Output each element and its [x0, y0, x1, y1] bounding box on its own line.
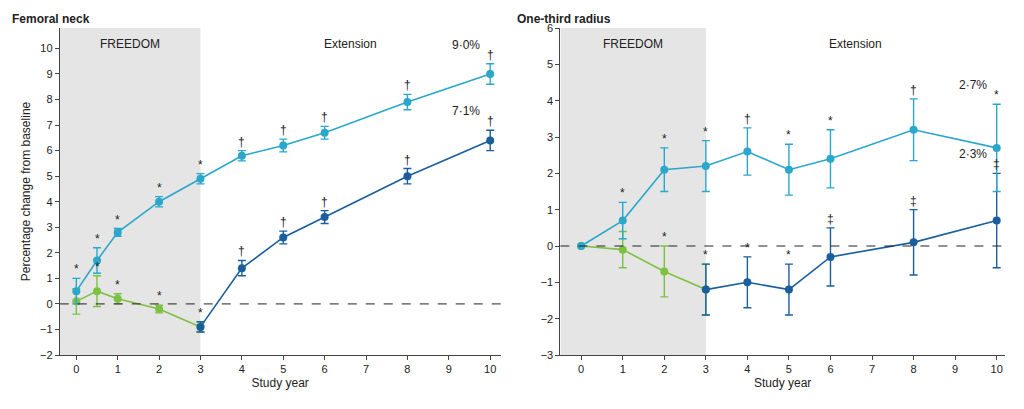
svg-text:*: *: [703, 248, 708, 262]
svg-text:*: *: [95, 260, 100, 274]
svg-text:*: *: [157, 181, 162, 195]
svg-text:2: 2: [46, 247, 52, 259]
svg-text:9: 9: [46, 68, 52, 80]
svg-text:3: 3: [46, 221, 52, 233]
svg-text:*: *: [198, 306, 203, 320]
svg-text:*: *: [786, 128, 791, 142]
svg-text:2·7%: 2·7%: [959, 78, 987, 92]
svg-text:*: *: [157, 289, 162, 303]
svg-text:2: 2: [156, 363, 162, 375]
svg-text:7: 7: [363, 363, 369, 375]
svg-text:†: †: [910, 83, 917, 97]
svg-text:*: *: [703, 125, 708, 139]
svg-text:7: 7: [869, 363, 875, 375]
svg-text:0: 0: [73, 363, 79, 375]
svg-text:−2: −2: [541, 313, 554, 325]
svg-text:†: †: [487, 114, 494, 128]
svg-text:†: †: [404, 78, 411, 92]
svg-text:10: 10: [40, 42, 52, 54]
svg-text:9·0%: 9·0%: [452, 38, 480, 52]
svg-text:†: †: [744, 112, 751, 126]
svg-text:*: *: [620, 186, 625, 200]
svg-text:0: 0: [547, 240, 553, 252]
svg-text:Study year: Study year: [251, 376, 308, 390]
svg-text:7·1%: 7·1%: [452, 104, 480, 118]
svg-text:3: 3: [197, 363, 203, 375]
svg-text:FREEDOM: FREEDOM: [603, 37, 663, 51]
svg-text:1: 1: [620, 363, 626, 375]
svg-text:0: 0: [578, 363, 584, 375]
svg-text:6: 6: [322, 363, 328, 375]
svg-text:†: †: [404, 153, 411, 167]
svg-text:6: 6: [46, 144, 52, 156]
svg-text:2: 2: [547, 167, 553, 179]
svg-text:†: †: [321, 195, 328, 209]
svg-text:−3: −3: [541, 349, 554, 361]
svg-text:0: 0: [46, 298, 52, 310]
svg-text:Extension: Extension: [324, 37, 377, 51]
svg-text:5: 5: [280, 363, 286, 375]
svg-text:6: 6: [547, 22, 553, 34]
svg-text:*: *: [745, 241, 750, 255]
svg-text:*: *: [198, 158, 203, 172]
svg-text:†: †: [280, 123, 287, 137]
svg-text:9: 9: [952, 363, 958, 375]
svg-text:8: 8: [911, 363, 917, 375]
svg-text:*: *: [95, 232, 100, 246]
svg-text:10: 10: [484, 363, 496, 375]
svg-text:6: 6: [827, 363, 833, 375]
svg-text:†: †: [238, 244, 245, 258]
svg-text:2: 2: [661, 363, 667, 375]
svg-text:−1: −1: [541, 276, 554, 288]
svg-text:4: 4: [239, 363, 245, 375]
svg-text:4: 4: [46, 196, 52, 208]
svg-text:†: †: [280, 215, 287, 229]
svg-text:3: 3: [703, 363, 709, 375]
svg-text:*: *: [828, 114, 833, 128]
svg-text:†: †: [321, 110, 328, 124]
svg-text:5: 5: [46, 170, 52, 182]
svg-text:8: 8: [46, 93, 52, 105]
svg-text:2·3%: 2·3%: [959, 147, 987, 161]
svg-text:Percentage change from baselin: Percentage change from baseline: [19, 101, 33, 281]
svg-text:9: 9: [446, 363, 452, 375]
svg-text:1: 1: [46, 272, 52, 284]
svg-text:10: 10: [991, 363, 1003, 375]
svg-text:*: *: [115, 213, 120, 227]
svg-text:†: †: [487, 48, 494, 62]
svg-text:*: *: [115, 278, 120, 292]
svg-text:−2: −2: [40, 349, 53, 361]
svg-text:*: *: [74, 262, 79, 276]
svg-text:‡: ‡: [827, 212, 834, 226]
svg-text:One-third radius: One-third radius: [517, 12, 611, 26]
svg-text:*: *: [662, 230, 667, 244]
svg-text:4: 4: [744, 363, 750, 375]
svg-text:†: †: [238, 135, 245, 149]
svg-text:3: 3: [547, 131, 553, 143]
svg-text:1: 1: [547, 204, 553, 216]
svg-text:4: 4: [547, 95, 553, 107]
svg-text:‡: ‡: [993, 157, 1000, 171]
svg-text:7: 7: [46, 119, 52, 131]
svg-text:Femoral neck: Femoral neck: [12, 12, 90, 26]
svg-text:5: 5: [786, 363, 792, 375]
svg-text:*: *: [662, 132, 667, 146]
svg-text:*: *: [994, 88, 999, 102]
svg-text:‡: ‡: [910, 194, 917, 208]
svg-text:8: 8: [404, 363, 410, 375]
svg-text:Extension: Extension: [829, 37, 882, 51]
svg-text:−1: −1: [40, 323, 53, 335]
svg-text:Study year: Study year: [754, 376, 811, 390]
svg-text:FREEDOM: FREEDOM: [100, 37, 160, 51]
svg-text:1: 1: [115, 363, 121, 375]
svg-text:5: 5: [547, 58, 553, 70]
svg-text:*: *: [786, 248, 791, 262]
